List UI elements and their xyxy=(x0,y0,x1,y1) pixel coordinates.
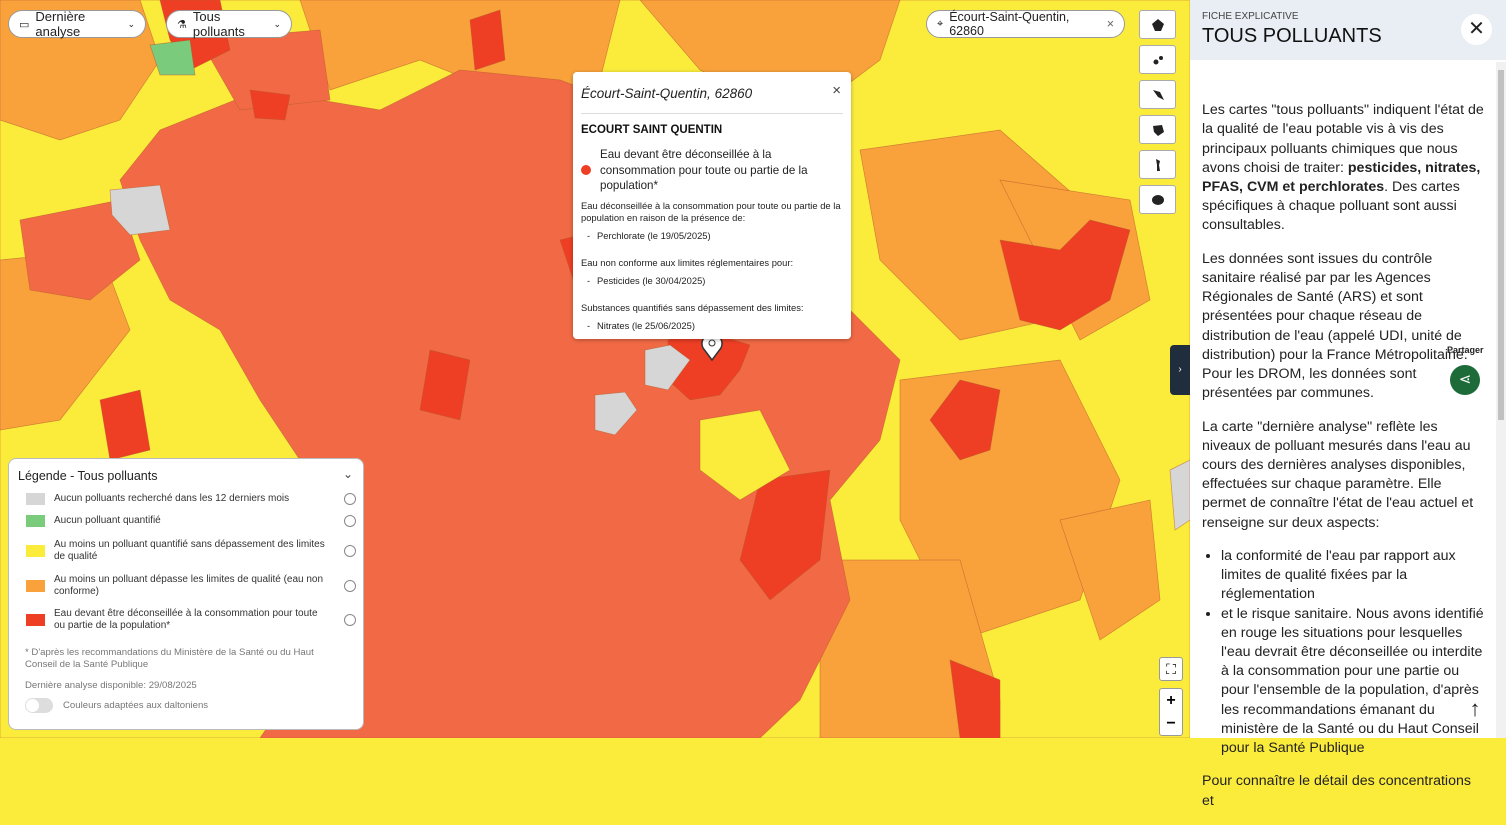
popup-close[interactable]: × xyxy=(832,82,841,99)
search-text: Écourt-Saint-Quentin, 62860 xyxy=(949,10,1070,38)
analysis-label: Dernière analyse xyxy=(35,9,86,39)
icon xyxy=(1155,158,1160,171)
paragraph: Pour connaître le détail des concentrati… xyxy=(1202,773,1471,809)
paragraph: Les cartes "tous polluants" indiquent l'… xyxy=(1202,101,1484,235)
share-button[interactable]: ⋖ xyxy=(1450,365,1480,395)
orange-areas xyxy=(0,0,1161,738)
info-icon[interactable] xyxy=(344,515,356,527)
item-text: Nitrates (le 25/06/2025) xyxy=(597,320,695,331)
scroll-top-button[interactable]: ↑ xyxy=(1462,696,1488,722)
fullscreen-button[interactable]: ⛶ xyxy=(1159,657,1183,681)
section-heading: Eau non conforme aux limites réglementai… xyxy=(581,257,794,268)
text: . Des cartes spécifiques à chaque pollua… xyxy=(1202,179,1460,234)
swatch xyxy=(26,515,45,527)
green-area xyxy=(149,39,196,76)
legend-item: Aucun polluants recherché dans les 12 de… xyxy=(26,493,356,505)
share-label: Partager xyxy=(1447,345,1484,355)
panel-toggle[interactable]: › xyxy=(1170,345,1190,395)
bold-text: pesticides, nitrates, PFAS, CVM et perch… xyxy=(1202,159,1481,195)
bullet-item: la conformité de l'eau par rapport aux l… xyxy=(1221,547,1484,605)
bullet: - xyxy=(587,230,591,241)
scrollbar xyxy=(1496,62,1506,738)
panel-body: Les cartes "tous polluants" indiquent l'… xyxy=(1202,87,1484,825)
section-item: - Perchlorate (le 19/05/2025) xyxy=(587,230,843,242)
section-item: - Pesticides (le 30/04/2025) xyxy=(587,275,843,287)
popup-title: Écourt-Saint-Quentin, 62860 xyxy=(581,86,753,101)
item-text: Pesticides (le 30/04/2025) xyxy=(597,275,706,286)
yellow-area xyxy=(699,409,791,501)
pollutant-selector[interactable]: ⚗ Tous polluants ⌄ xyxy=(166,9,292,39)
legend-label: Aucun polluant quantifié xyxy=(54,515,161,526)
swatch xyxy=(26,614,45,626)
section-heading: Eau déconseillée à la consommation pour … xyxy=(581,200,841,223)
page: ▭ Dernière analyse ⌄ ⚗ Tous polluants ⌄ ⌖ Éco… xyxy=(0,0,1506,738)
panel-close[interactable]: ✕ xyxy=(1461,14,1492,45)
icon xyxy=(1152,89,1164,100)
tool-button[interactable] xyxy=(1139,80,1176,109)
legend: Légende - Tous polluants ⌄ Aucun polluan… xyxy=(8,458,364,730)
legend-label: Au moins un polluant dépasse les limites… xyxy=(54,574,324,597)
search-box[interactable]: ⌖ Écourt-Saint-Quentin, 62860 × xyxy=(926,10,1125,38)
panel-header xyxy=(1190,0,1506,60)
info-icon[interactable] xyxy=(344,614,356,626)
popup-sections: Eau déconseillée à la consommation pour … xyxy=(581,200,843,347)
bullet-item: et le risque sanitaire. Nous avons ident… xyxy=(1221,605,1484,759)
last-analysis: Dernière analyse disponible: 29/08/2025 xyxy=(25,680,197,691)
tool-button[interactable] xyxy=(1139,150,1176,179)
popup: Écourt-Saint-Quentin, 62860 × ECOURT SAI… xyxy=(573,72,851,339)
item-text: Perchlorate (le 19/05/2025) xyxy=(597,230,711,241)
bullet: - xyxy=(587,320,591,331)
toggle[interactable] xyxy=(25,698,53,713)
legend-label: Eau devant être déconseillée à la consom… xyxy=(54,608,318,631)
gray-areas xyxy=(109,184,1190,531)
legend-collapse[interactable]: ⌄ xyxy=(342,467,353,481)
panel-kicker: FICHE EXPLICATIVE xyxy=(1202,11,1299,22)
panel-title: TOUS POLLUANTS xyxy=(1202,25,1382,47)
swatch xyxy=(26,493,45,505)
tool-button[interactable] xyxy=(1139,45,1176,74)
status-text: Eau devant être déconseillée à la consom… xyxy=(600,148,808,192)
section-item: - Nitrates (le 25/06/2025) xyxy=(587,320,843,332)
analysis-selector[interactable]: ▭ Dernière analyse ⌄ xyxy=(8,9,146,39)
swatch xyxy=(26,545,45,557)
legend-title: Légende - Tous polluants xyxy=(18,469,158,483)
tool-button[interactable] xyxy=(1139,185,1176,214)
legend-item: Eau devant être déconseillée à la consom… xyxy=(26,608,356,632)
tool-button[interactable] xyxy=(1139,115,1176,144)
status-dot xyxy=(581,165,591,175)
paragraph: La carte "dernière analyse" reflète les … xyxy=(1202,418,1474,531)
zoom-controls[interactable]: + − xyxy=(1159,688,1183,736)
legend-item: Aucun polluant quantifié xyxy=(26,515,356,527)
toggle-label: Couleurs adaptées aux daltoniens xyxy=(63,700,209,711)
legend-item: Au moins un polluant quantifié sans dépa… xyxy=(26,539,356,563)
icon xyxy=(1151,194,1164,205)
tool-button[interactable] xyxy=(1139,10,1176,39)
info-icon[interactable] xyxy=(344,545,356,557)
bullet-list: la conformité de l'eau par rapport aux l… xyxy=(1202,547,1484,758)
bullet: - xyxy=(587,275,591,286)
icon xyxy=(1152,124,1164,136)
swatch xyxy=(26,580,45,592)
legend-label: Aucun polluants recherché dans les 12 de… xyxy=(54,493,290,504)
legend-label: Au moins un polluant quantifié sans dépa… xyxy=(54,539,325,562)
section-heading: Substances quantifiés sans dépassement d… xyxy=(581,302,804,313)
divider xyxy=(581,113,843,114)
text: Les cartes "tous polluants" indiquent l'… xyxy=(1202,102,1484,176)
info-icon[interactable] xyxy=(344,493,356,505)
paragraph: Les données sont issues du contrôle sani… xyxy=(1202,250,1468,402)
legend-item: Au moins un polluant dépasse les limites… xyxy=(26,574,356,598)
icon xyxy=(1151,18,1164,31)
pollutant-label: Tous polluants xyxy=(192,9,245,39)
commune-name: ECOURT SAINT QUENTIN xyxy=(581,124,723,136)
legend-footnote: * D'après les recommandations du Ministè… xyxy=(25,647,314,670)
icon xyxy=(1153,55,1163,64)
info-icon[interactable] xyxy=(344,580,356,592)
